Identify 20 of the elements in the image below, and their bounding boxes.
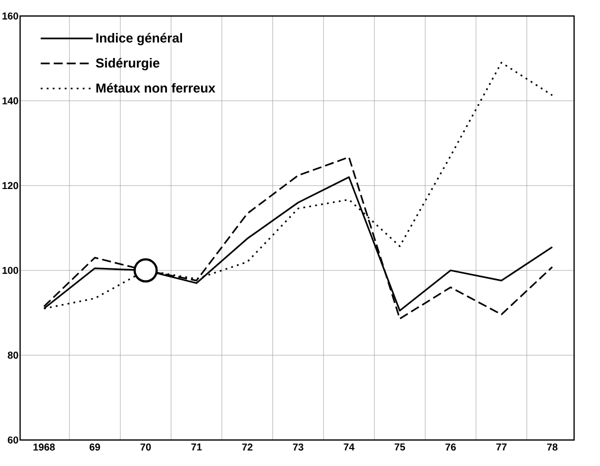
x-tick-label: 75 bbox=[394, 444, 406, 450]
x-tick-label: 71 bbox=[191, 444, 202, 450]
x-tick-label: 74 bbox=[344, 444, 354, 450]
x-tick-label: 76 bbox=[445, 444, 456, 451]
y-tick-label: 60 bbox=[8, 436, 18, 444]
x-tick-label: 69 bbox=[90, 444, 100, 451]
x-tick-label: 77 bbox=[496, 444, 507, 450]
y-tick-label: 100 bbox=[2, 266, 18, 274]
legend-label: Sidérurgie bbox=[96, 58, 160, 70]
y-tick-label: 140 bbox=[2, 97, 18, 104]
x-tick-label: 1968 bbox=[34, 444, 55, 451]
x-tick-label: 72 bbox=[242, 444, 252, 450]
y-tick-label: 80 bbox=[8, 352, 18, 359]
y-tick-label: 120 bbox=[2, 182, 18, 190]
legend-label: Indice général bbox=[96, 32, 182, 46]
legend-label: Métaux non ferreux bbox=[96, 82, 216, 93]
x-tick-label: 73 bbox=[292, 444, 304, 451]
x-tick-label: 78 bbox=[547, 444, 558, 451]
y-tick-label: 160 bbox=[2, 12, 18, 20]
x-tick-label: 70 bbox=[140, 444, 151, 451]
